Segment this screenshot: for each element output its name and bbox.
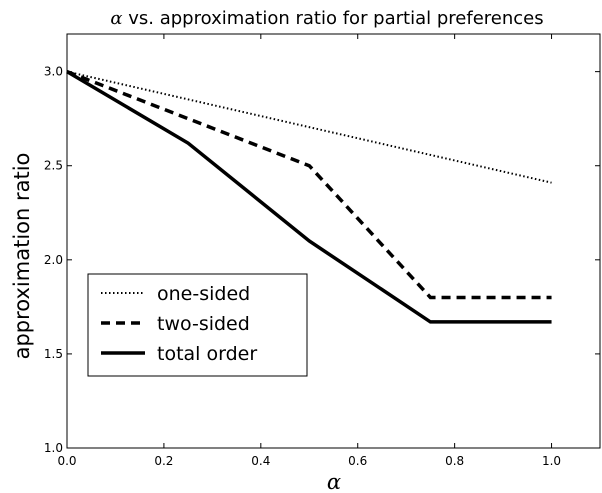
x-tick-label: 1.0: [542, 454, 561, 468]
x-tick-label: 0.4: [251, 454, 270, 468]
legend: one-sided two-sided total order: [87, 273, 308, 377]
chart-title-symbol: α: [110, 8, 122, 29]
legend-label: total order: [157, 343, 257, 365]
axes-frame: [66, 33, 601, 449]
y-tick-label: 2.5: [44, 159, 63, 173]
series-line-two-sided: [66, 70, 552, 300]
y-tick-label: 1.0: [44, 441, 63, 455]
series-line-total-order: [66, 70, 552, 324]
chart-title: α vs. approximation ratio for partial pr…: [110, 8, 543, 29]
x-tick-label: 0.6: [348, 454, 367, 468]
x-tick-label: 0.2: [154, 454, 173, 468]
x-tick-label: 0.8: [445, 454, 464, 468]
x-tick-label: 0.0: [57, 454, 76, 468]
y-tick-label: 2.0: [44, 253, 63, 267]
legend-label: one-sided: [157, 283, 250, 305]
y-tick-label: 1.5: [44, 347, 63, 361]
series-line-one-sided: [66, 70, 552, 184]
chart-title-text: vs. approximation ratio for partial pref…: [123, 8, 544, 29]
plot-area: 0.0 0.2 0.4 0.6 0.8 1.0 1.0 1.5 2.0 2.5 3.0: [44, 33, 601, 468]
y-axis-label: approximation ratio: [10, 153, 34, 360]
legend-box: [87, 273, 308, 377]
x-axis-label: α: [327, 470, 341, 493]
y-tick-label: 3.0: [44, 65, 63, 79]
legend-label: two-sided: [157, 313, 250, 335]
